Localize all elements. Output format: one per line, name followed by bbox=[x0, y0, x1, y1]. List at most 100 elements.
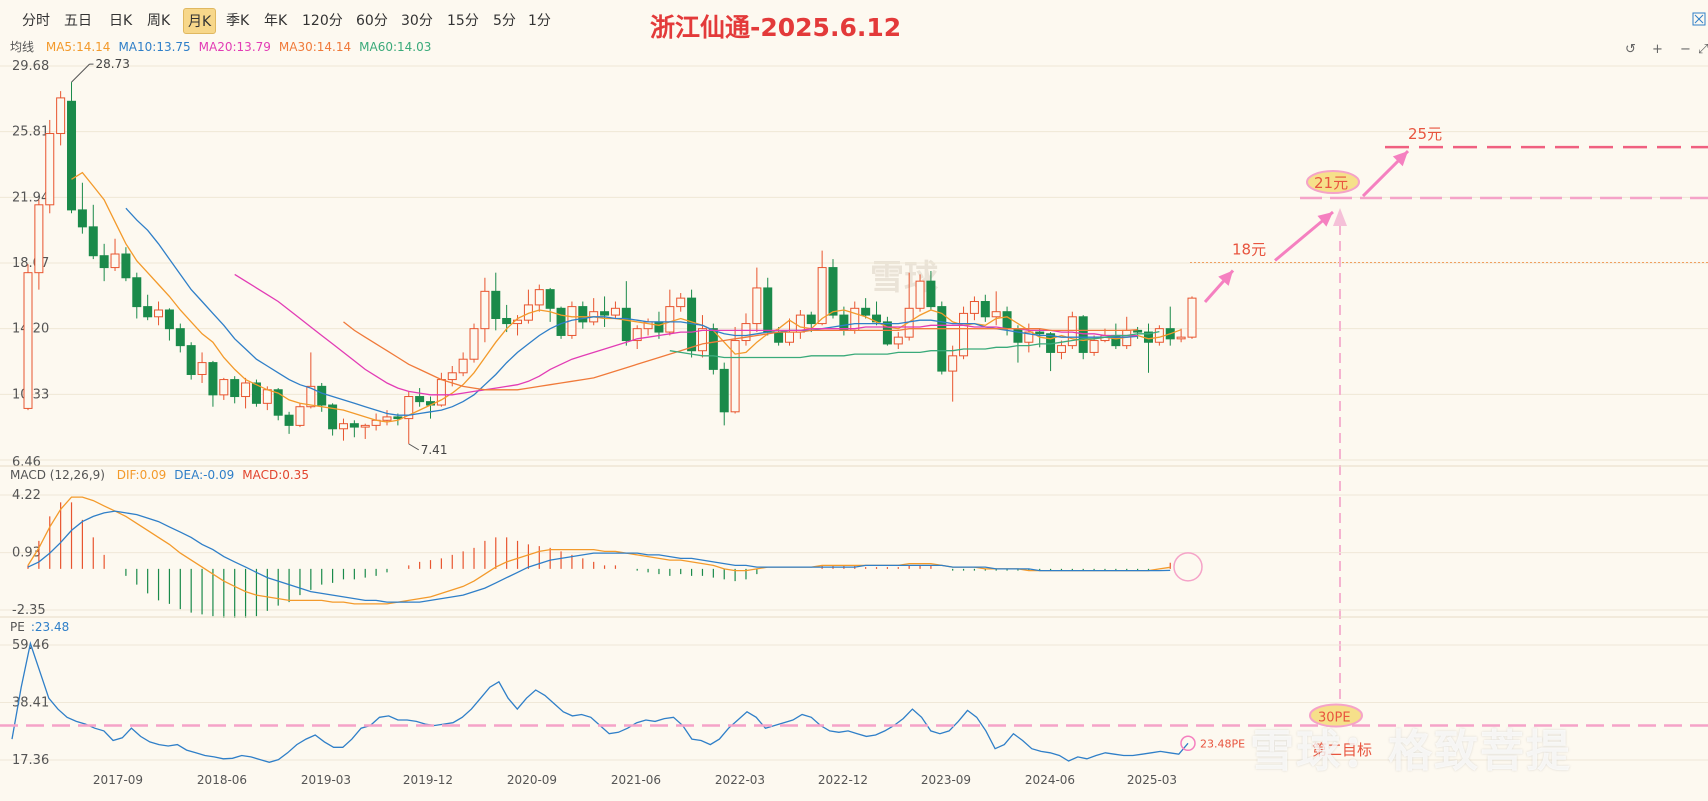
candle-body bbox=[632, 328, 642, 342]
candle-body bbox=[1013, 328, 1023, 343]
tab-5分[interactable]: 5分 bbox=[493, 13, 516, 29]
x-tick-label: 2023-09 bbox=[921, 773, 971, 787]
close-icon[interactable] bbox=[1692, 12, 1706, 26]
expand-icon[interactable]: ⤢ bbox=[1698, 42, 1708, 57]
candle-body bbox=[154, 309, 164, 318]
candle-body bbox=[948, 355, 958, 372]
ma-line-ma10 bbox=[125, 207, 1138, 416]
pe-legend: PE :23.48 bbox=[10, 620, 75, 634]
candle-body bbox=[175, 328, 185, 347]
tab-60分[interactable]: 60分 bbox=[356, 13, 388, 29]
macd-ytick: 4.22 bbox=[12, 488, 41, 503]
candle-body bbox=[360, 424, 370, 428]
candle-body bbox=[752, 287, 762, 325]
candle-body bbox=[850, 307, 860, 331]
x-tick-label: 2019-12 bbox=[403, 773, 453, 787]
period-toolbar: 分时 五日 日K 周K 月K 季K 年K 120分 60分 30分 15分 5分 1分 bbox=[0, 0, 1708, 40]
candle-body bbox=[1024, 331, 1034, 343]
candle-body bbox=[1002, 311, 1012, 330]
candle-body bbox=[1089, 340, 1099, 353]
candle-body bbox=[469, 328, 479, 360]
candle-body bbox=[230, 379, 240, 398]
pe-current-value: :23.48 bbox=[30, 620, 70, 634]
candle-body bbox=[458, 358, 468, 374]
tab-日K[interactable]: 日K bbox=[109, 13, 133, 29]
candle-body bbox=[1187, 297, 1197, 338]
macd-dif-line bbox=[27, 496, 1171, 605]
candle-body bbox=[328, 404, 338, 430]
x-tick-label: 2019-03 bbox=[301, 773, 351, 787]
candle-body bbox=[143, 306, 153, 318]
candle-body bbox=[1154, 328, 1164, 343]
candle-body bbox=[1133, 329, 1143, 333]
candle-body bbox=[828, 267, 838, 316]
arrow-to-21-head bbox=[1317, 212, 1333, 227]
tab-年K[interactable]: 年K bbox=[264, 13, 288, 29]
macd-dea-line bbox=[27, 510, 1171, 603]
candle-body bbox=[67, 100, 77, 211]
candle-body bbox=[1056, 345, 1066, 353]
pe-target-ellipse bbox=[1309, 703, 1363, 728]
tab-1分[interactable]: 1分 bbox=[528, 13, 551, 29]
macd-panel-label: MACD (12,26,9) bbox=[10, 468, 105, 482]
candle-body bbox=[578, 306, 588, 323]
candle-body bbox=[273, 389, 283, 416]
x-tick-label: 2021-06 bbox=[611, 773, 661, 787]
candle-body bbox=[338, 423, 348, 430]
pe-ytick: 17.36 bbox=[12, 753, 49, 768]
target-label-18: 18元 bbox=[1232, 240, 1266, 258]
target-label-21: 21元 bbox=[1314, 174, 1348, 192]
ma-legend-item-0: MA5:14.14 bbox=[45, 40, 111, 54]
candle-body bbox=[110, 253, 120, 269]
pe-current-label: 23.48PE bbox=[1200, 737, 1245, 750]
pe-panel-label: PE bbox=[10, 620, 25, 634]
target-label-25: 25元 bbox=[1408, 125, 1442, 143]
pe-ytick: 38.41 bbox=[12, 696, 49, 711]
candle-body bbox=[77, 209, 87, 228]
price-ytick: 6.46 bbox=[12, 455, 41, 470]
ma-line-ma60 bbox=[669, 330, 1160, 359]
candle-body bbox=[284, 414, 294, 426]
macd-ytick: -2.35 bbox=[12, 603, 46, 618]
tab-分时[interactable]: 分时 bbox=[22, 13, 50, 29]
high-label: 28.73 bbox=[96, 57, 130, 71]
ma-line-ma5 bbox=[71, 171, 1182, 423]
tab-15分[interactable]: 15分 bbox=[447, 13, 479, 29]
candle-body bbox=[251, 382, 261, 404]
candle-body bbox=[197, 362, 207, 375]
candle-body bbox=[295, 406, 305, 426]
reset-icon[interactable]: ↺ bbox=[1625, 42, 1636, 57]
x-tick-label: 2020-09 bbox=[507, 773, 557, 787]
candle-body bbox=[893, 336, 903, 345]
tab-周K[interactable]: 周K bbox=[147, 13, 171, 29]
candle-body bbox=[991, 311, 1001, 318]
zoom-out-icon[interactable]: − bbox=[1680, 42, 1691, 57]
candle-body bbox=[132, 277, 142, 308]
macd-highlight-circle bbox=[1173, 552, 1203, 582]
candle-body bbox=[262, 389, 272, 404]
candle-body bbox=[806, 314, 816, 325]
candle-body bbox=[208, 362, 218, 396]
pe-link-arrow-head bbox=[1333, 208, 1347, 226]
tab-月K[interactable]: 月K bbox=[183, 8, 217, 34]
tab-30分[interactable]: 30分 bbox=[401, 13, 433, 29]
high-pointer bbox=[71, 63, 90, 83]
candle-body bbox=[56, 97, 66, 135]
low-label: 7.41 bbox=[421, 443, 448, 457]
tab-季K[interactable]: 季K bbox=[226, 13, 250, 29]
arrow-to-18-head bbox=[1218, 270, 1233, 286]
tab-五日[interactable]: 五日 bbox=[64, 13, 92, 29]
macd-legend: MACD (12,26,9) DIF:0.09 DEA:-0.09 MACD:0.3… bbox=[10, 468, 317, 482]
candle-body bbox=[697, 328, 707, 352]
candle-body bbox=[763, 287, 773, 333]
candle-body bbox=[447, 372, 457, 381]
x-tick-label: 2022-12 bbox=[818, 773, 868, 787]
candle-body bbox=[219, 379, 229, 396]
ma-line-ma30 bbox=[343, 321, 1138, 391]
zoom-in-icon[interactable]: + bbox=[1652, 42, 1663, 57]
tab-120分[interactable]: 120分 bbox=[302, 13, 343, 29]
price-ytick: 29.68 bbox=[12, 59, 49, 74]
candle-body bbox=[241, 382, 251, 398]
arrow-to-25-head bbox=[1392, 151, 1408, 167]
